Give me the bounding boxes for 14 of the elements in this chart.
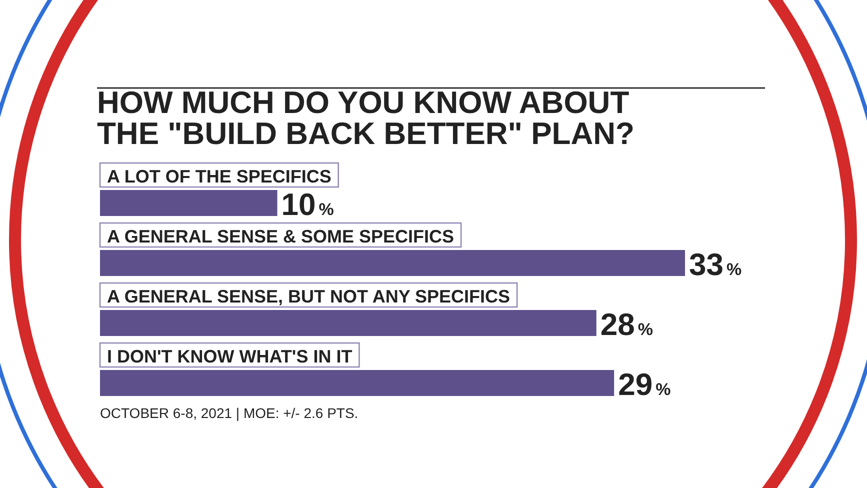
data-label: 10% <box>281 187 334 222</box>
data-label: 28% <box>600 307 653 342</box>
bar <box>100 370 614 396</box>
data-label: 33% <box>689 247 742 282</box>
bar <box>100 310 596 336</box>
text: OCTOBER 6-8, 2021 | MOE: +/- 2.6 PTS. <box>100 405 358 421</box>
bar <box>100 190 278 216</box>
chart-title: HOW MUCH DO YOU KNOW ABOUT THE "BUILD BACK BETTER" PLAN? <box>97 85 634 151</box>
y-tick-label: A LOT OF THE SPECIFICS <box>107 166 332 186</box>
data-label: 29% <box>618 367 671 402</box>
y-tick-label: A GENERAL SENSE, BUT NOT ANY SPECIFICS <box>107 286 510 306</box>
bar <box>100 250 685 276</box>
y-tick-label: I DON'T KNOW WHAT'S IN IT <box>107 346 352 366</box>
y-tick-label: A GENERAL SENSE & SOME SPECIFICS <box>107 226 454 246</box>
